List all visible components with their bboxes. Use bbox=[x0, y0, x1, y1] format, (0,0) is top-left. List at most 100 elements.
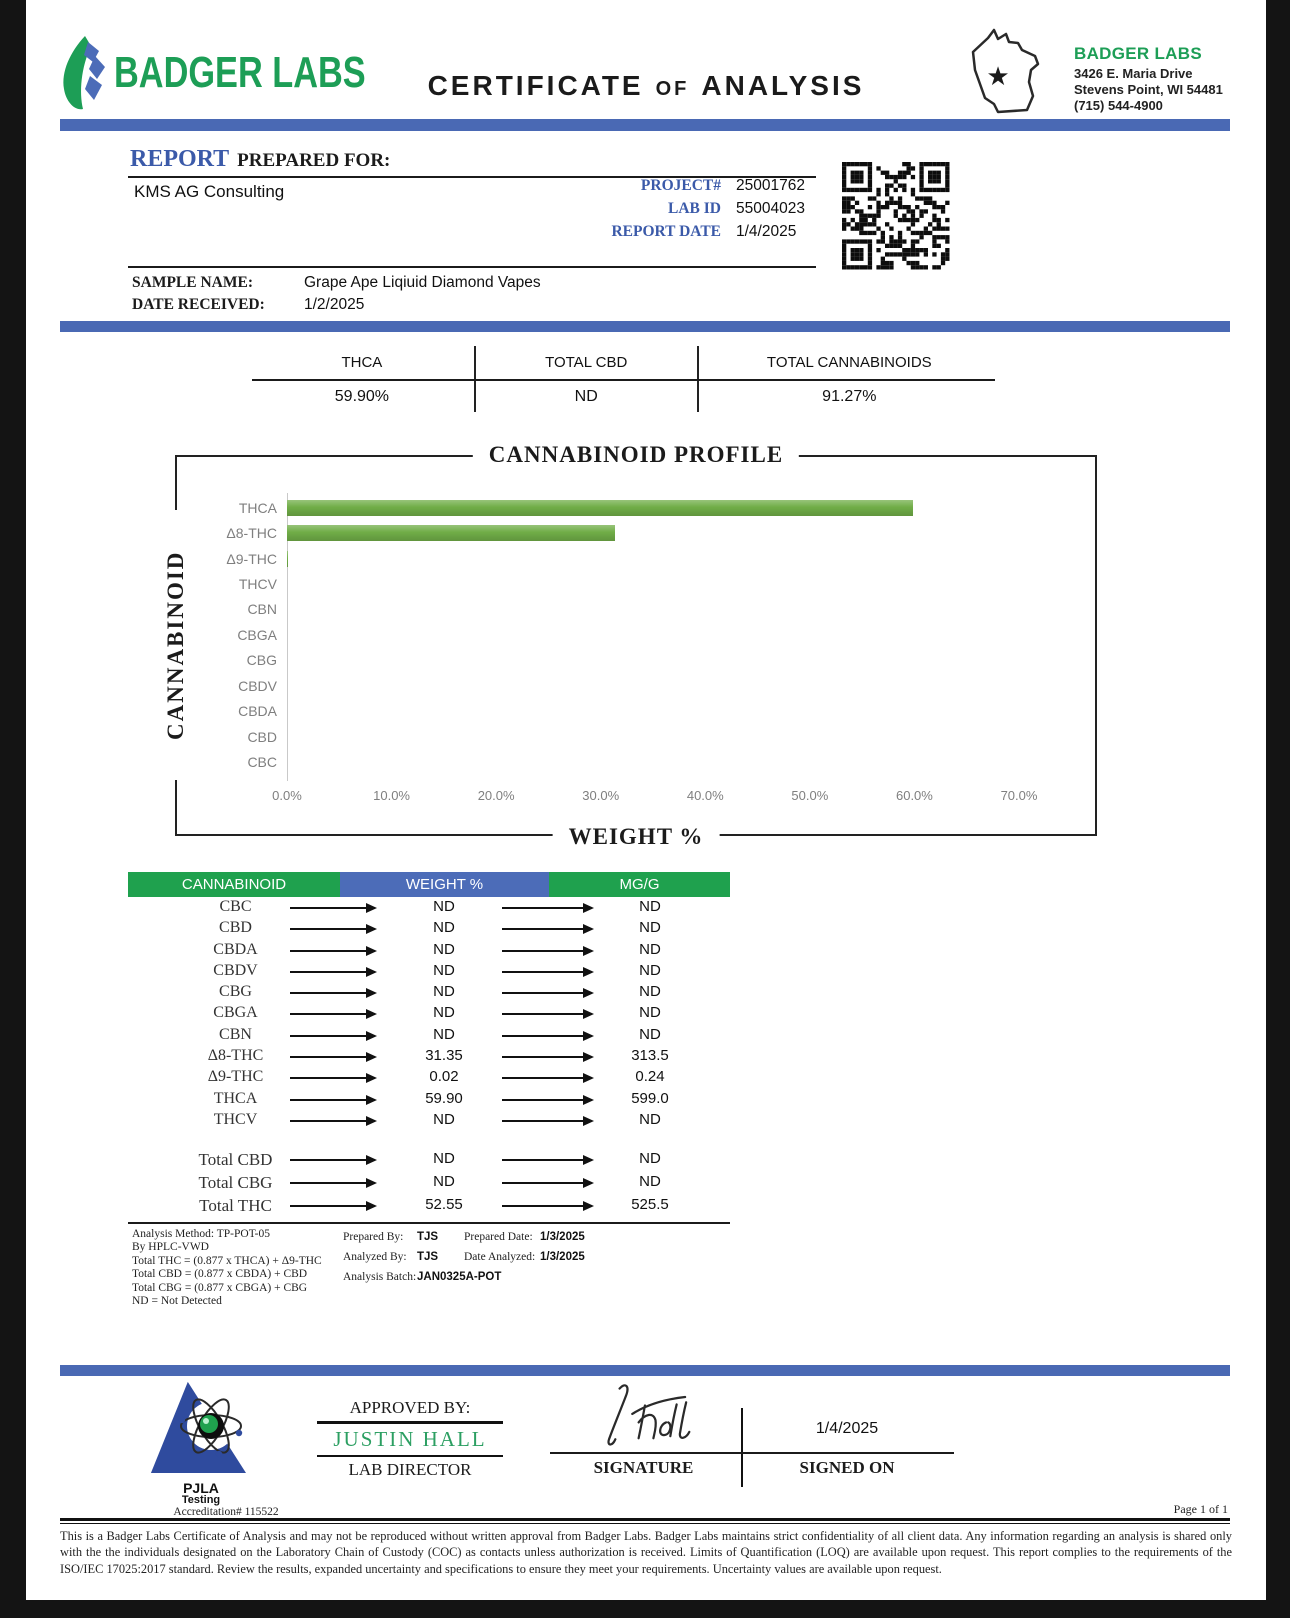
chart-row: Δ8-THC bbox=[177, 520, 1095, 545]
lab-name: BADGER LABS bbox=[1074, 44, 1202, 63]
report-field-value: 55004023 bbox=[736, 199, 805, 217]
arrow-icon bbox=[290, 1155, 377, 1165]
arrow-icon bbox=[290, 988, 377, 999]
page-title-part: OF bbox=[655, 78, 690, 100]
chart-axis-line bbox=[287, 493, 288, 781]
approver-title: LAB DIRECTOR bbox=[348, 1460, 472, 1479]
accreditation-number: Accreditation# 115522 bbox=[173, 1506, 279, 1518]
results-table-bottom-rule bbox=[128, 1222, 730, 1224]
arrow-icon bbox=[502, 1201, 594, 1211]
arrow-icon bbox=[502, 1115, 594, 1126]
arrow-icon bbox=[290, 1030, 377, 1041]
chart-row: CBN bbox=[177, 597, 1095, 622]
chart-row: CBDA bbox=[177, 699, 1095, 724]
mg-per-g-value: ND bbox=[639, 1150, 661, 1167]
chart-bar bbox=[287, 550, 288, 567]
arrow-icon bbox=[502, 1030, 594, 1041]
report-field-label: PROJECT# bbox=[640, 176, 721, 194]
chart-bar-track bbox=[287, 576, 1019, 592]
report-fields: PROJECT# 25001762 LAB ID 55004023 REPORT DAT… bbox=[521, 174, 821, 243]
page-title-part: CERTIFICATE bbox=[427, 70, 644, 101]
table-row: CBGA ND ND bbox=[128, 1004, 730, 1025]
weight-percent-value: ND bbox=[433, 1110, 455, 1128]
table-row: CBG ND ND bbox=[128, 983, 730, 1004]
divider-bar-top bbox=[60, 119, 1230, 131]
table-row: Total CBD ND ND bbox=[128, 1150, 730, 1173]
arrow-icon bbox=[502, 966, 594, 977]
chart-row: CBG bbox=[177, 648, 1095, 673]
methodology-notes: Analysis Method: TP-POT-05 By HPLC-VWD Tot… bbox=[132, 1228, 412, 1308]
weight-percent-value: 31.35 bbox=[425, 1047, 463, 1065]
arrow-icon bbox=[502, 945, 594, 956]
chart-bar-track bbox=[287, 754, 1019, 770]
weight-percent-value: ND bbox=[433, 898, 455, 915]
arrow-icon bbox=[502, 1073, 594, 1084]
page-number: Page 1 of 1 bbox=[1173, 1502, 1228, 1516]
page-title: CERTIFICATE OF ANALYSIS bbox=[366, 70, 926, 102]
chart-category-label: CBDA bbox=[238, 703, 277, 720]
prepared-by-label: Prepared By: bbox=[343, 1231, 404, 1243]
brand-logo-text: BADGER LABS bbox=[114, 48, 366, 97]
chart-bar-track bbox=[287, 678, 1019, 694]
preparation-info: Prepared By: TJS Prepared Date: 1/3/2025… bbox=[132, 1228, 732, 1298]
chart-x-tick-label: 40.0% bbox=[686, 788, 724, 803]
chart-category-label: CBC bbox=[247, 754, 277, 771]
pjla-org-label: PJLA bbox=[183, 1480, 219, 1496]
results-header-cell: MG/G bbox=[549, 872, 730, 897]
arrow-icon bbox=[290, 903, 377, 913]
report-field: LAB ID 55004023 bbox=[521, 197, 821, 220]
rule bbox=[317, 1421, 503, 1424]
table-row: Total THC 52.55 525.5 bbox=[128, 1196, 730, 1219]
date-received-value: 1/2/2025 bbox=[304, 296, 365, 313]
table-row: THCA 59.90 599.0 bbox=[128, 1090, 730, 1111]
weight-percent-value: ND bbox=[433, 1150, 455, 1167]
results-header-cell: CANNABINOID bbox=[128, 872, 340, 897]
mg-per-g-value: ND bbox=[639, 983, 661, 1001]
arrow-icon bbox=[290, 945, 377, 956]
analyzed-by-label: Analyzed By: bbox=[343, 1251, 407, 1263]
chart-row: THCA bbox=[177, 495, 1095, 520]
cannabinoid-name: CBGA bbox=[213, 1004, 258, 1022]
arrow-icon bbox=[502, 988, 594, 999]
chart-category-label: Δ9-THC bbox=[226, 550, 277, 567]
weight-percent-value: ND bbox=[433, 983, 455, 1001]
chart-bar-track bbox=[287, 652, 1019, 668]
approved-by-label: APPROVED BY: bbox=[349, 1398, 471, 1417]
table-row: THCV ND ND bbox=[128, 1111, 730, 1132]
cannabinoid-name: THCV bbox=[213, 1110, 258, 1128]
footer-disclaimer: This is a Badger Labs Certificate of Ana… bbox=[60, 1529, 1232, 1576]
summary-column-value: 59.90% bbox=[334, 388, 390, 405]
mg-per-g-value: 0.24 bbox=[635, 1068, 665, 1086]
arrow-icon bbox=[290, 1073, 377, 1084]
mg-per-g-value: ND bbox=[639, 940, 661, 958]
approver-name: JUSTIN HALL bbox=[333, 1426, 487, 1451]
weight-percent-value: 59.90 bbox=[425, 1089, 463, 1107]
signature-image bbox=[607, 1384, 691, 1446]
chart-bar bbox=[287, 525, 615, 542]
cannabinoid-profile-chart: CANNABINOID PROFILE WEIGHT % CANNABINOID… bbox=[159, 442, 1097, 850]
methodology-line: ND = Not Detected bbox=[132, 1295, 222, 1308]
prepared-date-label: Prepared Date: bbox=[464, 1231, 533, 1243]
cannabinoid-name: Total CBG bbox=[198, 1173, 273, 1192]
wisconsin-state-icon: ★ bbox=[971, 28, 1040, 114]
chart-bar bbox=[287, 499, 914, 516]
cannabinoid-name: THCA bbox=[213, 1089, 258, 1107]
footer-double-rule bbox=[60, 1518, 1230, 1524]
approved-by-block: APPROVED BY: JUSTIN HALL LAB DIRECTOR bbox=[317, 1398, 503, 1480]
divider-bar-middle bbox=[60, 321, 1230, 332]
arrow-icon bbox=[502, 1052, 594, 1063]
methodology-line: Total CBD = (0.877 x CBDA) + CBD bbox=[132, 1268, 308, 1281]
chart-category-label: Δ8-THC bbox=[226, 525, 277, 542]
summary-column-label: THCA bbox=[341, 354, 383, 371]
chart-row: THCV bbox=[177, 571, 1095, 596]
cannabinoid-name: CBDV bbox=[213, 961, 258, 979]
cannabinoid-name: Δ9-THC bbox=[207, 1068, 264, 1086]
mg-per-g-value: 599.0 bbox=[631, 1089, 669, 1107]
chart-plot-area: THCA Δ8-THC Δ9-THC THCV CBN CBGA CBG CBDV CBDA CB… bbox=[177, 495, 1095, 775]
chart-category-label: CBD bbox=[247, 728, 277, 745]
mg-per-g-value: ND bbox=[639, 898, 661, 915]
report-field: REPORT DATE 1/4/2025 bbox=[521, 220, 821, 243]
analysis-batch-value: JAN0325A-POT bbox=[417, 1271, 502, 1283]
cannabinoid-name: Total THC bbox=[199, 1196, 272, 1215]
arrow-icon bbox=[290, 1178, 377, 1188]
